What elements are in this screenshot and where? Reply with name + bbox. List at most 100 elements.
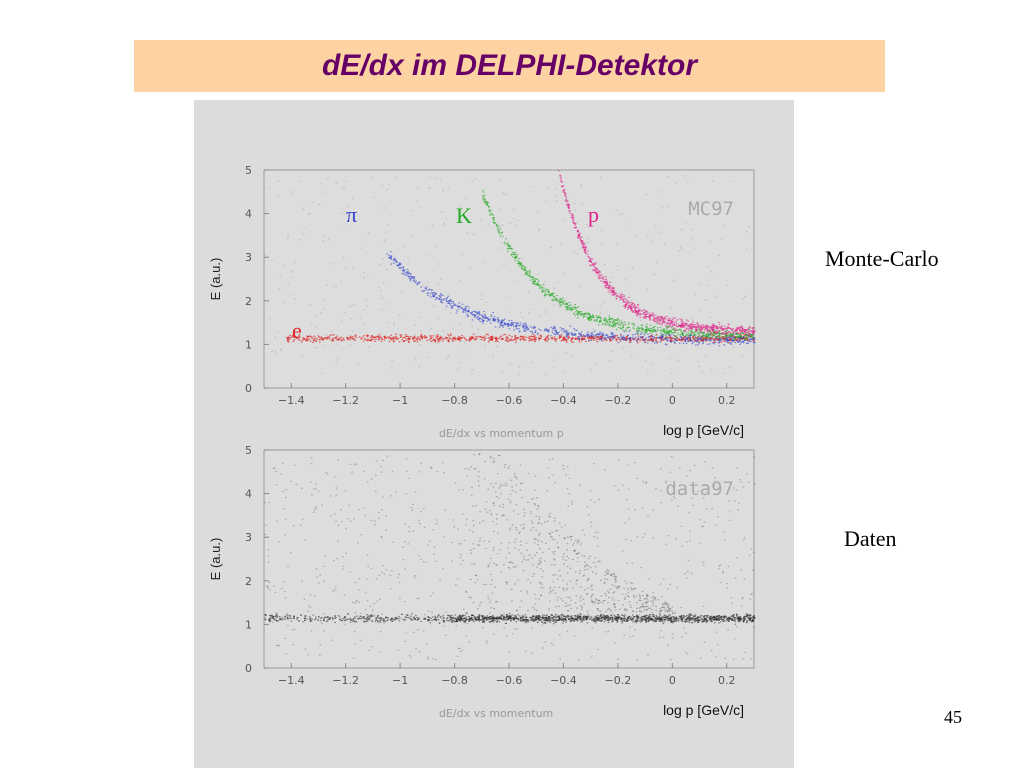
scatter-point <box>497 321 499 323</box>
scatter-point <box>592 262 595 265</box>
scatter-point <box>513 218 515 220</box>
scatter-point <box>674 329 677 331</box>
scatter-point <box>643 309 645 311</box>
scatter-point <box>639 331 642 333</box>
scatter-point <box>721 328 723 330</box>
scatter-point <box>306 618 309 620</box>
scatter-point <box>546 340 549 342</box>
scatter-point <box>547 337 549 339</box>
scatter-point <box>551 620 554 622</box>
scatter-point <box>719 339 721 341</box>
scatter-point <box>487 318 490 320</box>
scatter-point <box>629 338 631 340</box>
scatter-point <box>436 619 438 621</box>
scatter-point <box>459 324 461 326</box>
scatter-point <box>581 236 583 238</box>
scatter-point <box>573 333 576 335</box>
scatter-point <box>424 617 426 620</box>
scatter-point <box>493 222 496 224</box>
scatter-point <box>732 335 734 337</box>
scatter-point <box>712 323 715 325</box>
scatter-point <box>568 207 570 210</box>
scatter-point <box>667 176 670 178</box>
scatter-point <box>480 219 482 221</box>
scatter-point <box>385 231 388 233</box>
scatter-point <box>613 336 616 338</box>
scatter-point <box>735 337 738 339</box>
scatter-point <box>416 283 419 285</box>
scatter-point <box>437 317 439 319</box>
scatter-point <box>690 619 693 621</box>
scatter-point <box>630 309 633 311</box>
scatter-point <box>487 334 489 336</box>
scatter-point <box>529 270 531 272</box>
scatter-point <box>545 373 547 375</box>
scatter-point <box>480 314 482 316</box>
scatter-point <box>317 335 320 337</box>
scatter-point <box>725 336 727 338</box>
scatter-point <box>346 336 348 338</box>
scatter-point <box>535 338 537 341</box>
scatter-point <box>710 338 713 340</box>
scatter-point <box>563 328 565 330</box>
scatter-point <box>452 327 454 329</box>
scatter-point <box>335 361 338 363</box>
scatter-point <box>608 317 611 319</box>
scatter-point <box>626 306 629 308</box>
scatter-point <box>684 330 687 332</box>
scatter-point <box>724 340 726 342</box>
scatter-point <box>593 319 596 321</box>
scatter-point <box>350 336 353 338</box>
scatter-point <box>391 337 394 339</box>
scatter-point <box>420 334 423 337</box>
scatter-point <box>556 333 558 335</box>
scatter-point <box>324 337 327 340</box>
scatter-point <box>530 335 532 337</box>
scatter-point <box>558 301 560 303</box>
scatter-point <box>645 337 647 339</box>
scatter-point <box>624 324 627 326</box>
scatter-point <box>264 617 266 619</box>
scatter-point <box>661 320 663 322</box>
scatter-point <box>664 334 667 336</box>
scatter-point <box>441 299 443 301</box>
scatter-point <box>684 334 687 336</box>
scatter-point <box>534 340 536 342</box>
scatter-point <box>474 315 476 317</box>
scatter-point <box>714 336 717 338</box>
scatter-point <box>565 196 568 198</box>
scatter-point <box>355 615 358 617</box>
scatter-point <box>479 318 482 320</box>
scatter-point <box>580 241 582 243</box>
scatter-point <box>366 334 369 336</box>
scatter-point <box>416 284 419 286</box>
scatter-point <box>452 300 454 303</box>
scatter-point <box>544 340 547 342</box>
scatter-point <box>645 311 647 313</box>
scatter-point <box>299 239 301 241</box>
scatter-point <box>451 614 453 616</box>
scatter-point <box>482 620 484 622</box>
scatter-point <box>555 332 557 334</box>
scatter-point <box>641 313 644 315</box>
scatter-point <box>728 336 731 338</box>
scatter-point <box>461 335 464 337</box>
scatter-point <box>596 272 598 274</box>
scatter-point <box>435 245 437 247</box>
scatter-point <box>478 615 481 617</box>
scatter-point <box>434 294 436 296</box>
scatter-point <box>485 317 488 319</box>
scatter-point <box>390 256 392 258</box>
scatter-point <box>328 336 331 338</box>
scatter-point <box>556 331 558 333</box>
scatter-point <box>696 329 699 332</box>
scatter-point <box>609 336 612 338</box>
scatter-point <box>733 333 736 335</box>
scatter-point <box>722 332 724 334</box>
scatter-point <box>590 260 593 262</box>
scatter-point <box>627 306 630 309</box>
scatter-point <box>581 337 583 339</box>
scatter-point <box>598 321 601 323</box>
scatter-point <box>572 619 575 621</box>
scatter-point <box>704 325 707 327</box>
